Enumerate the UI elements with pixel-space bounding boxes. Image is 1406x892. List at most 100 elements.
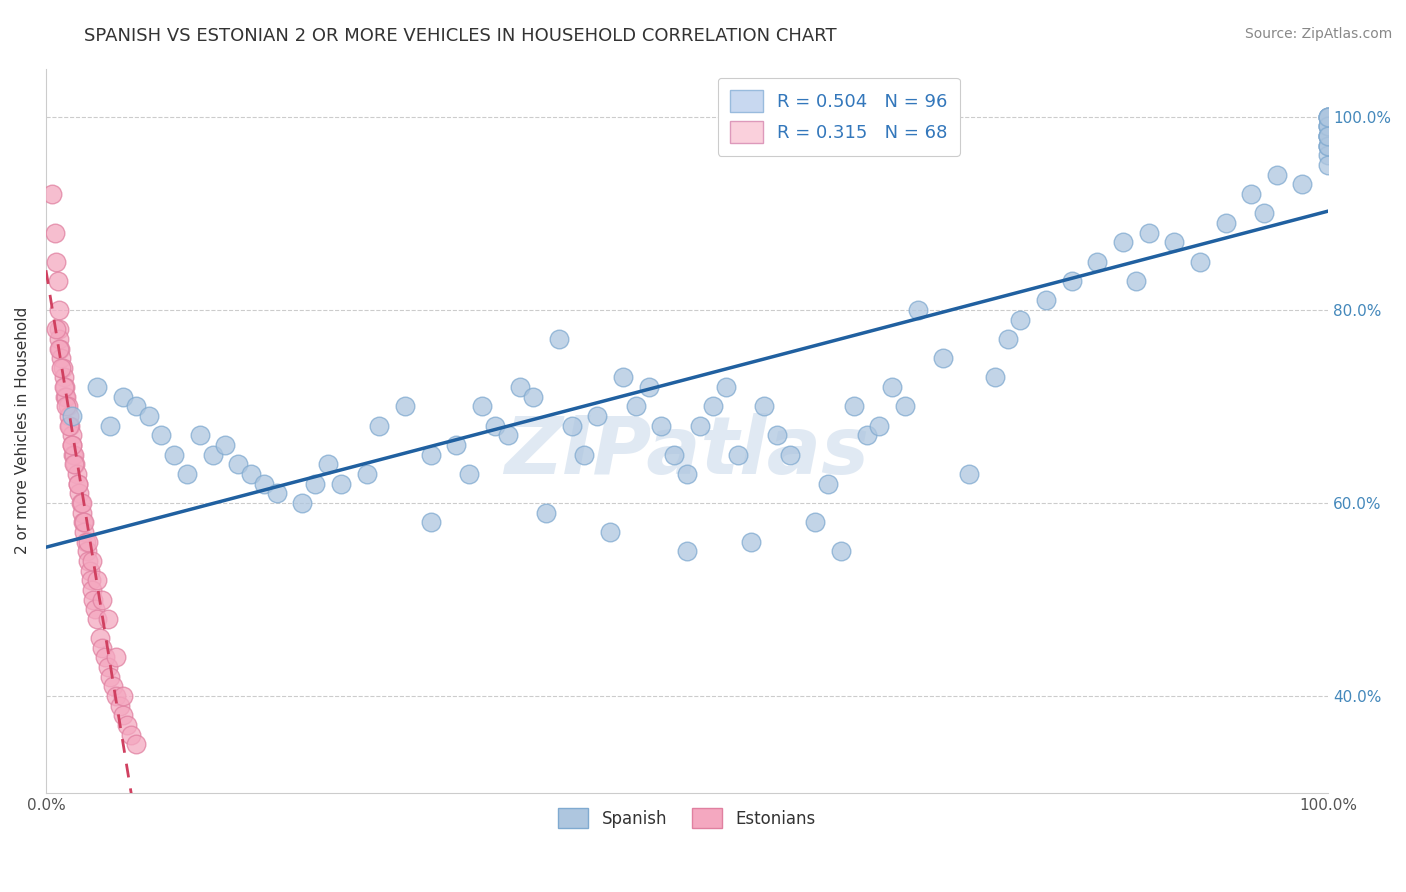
Point (58, 409, 80, 423)
Point (765, 428, 787, 442)
Point (44, 226, 66, 240)
Point (676, 544, 699, 558)
Point (67, 486, 90, 500)
Point (1112, 235, 1135, 250)
Point (855, 428, 877, 442)
Point (1317, 120, 1340, 134)
Point (1215, 216, 1237, 230)
Point (957, 467, 980, 481)
Point (65, 458, 87, 472)
Point (56, 400, 79, 414)
Point (882, 380, 904, 394)
Point (702, 400, 724, 414)
Point (394, 400, 416, 414)
Point (75, 534, 97, 549)
Point (96, 612, 118, 626)
Point (53, 380, 76, 394)
Point (96, 660, 118, 674)
Point (419, 448, 441, 462)
Point (1317, 129, 1340, 144)
Point (329, 476, 352, 491)
Point (984, 370, 1007, 384)
Point (446, 438, 468, 452)
Point (60, 438, 83, 452)
Point (51, 351, 73, 366)
Point (932, 351, 955, 366)
Point (1137, 226, 1160, 240)
Point (1317, 110, 1340, 124)
Point (804, 516, 827, 530)
Point (1125, 274, 1147, 288)
Point (63, 458, 86, 472)
Point (82, 554, 104, 568)
Point (63, 448, 86, 462)
Point (997, 332, 1019, 346)
Point (105, 689, 128, 703)
Point (66, 467, 89, 481)
Point (561, 418, 583, 433)
Point (907, 302, 929, 317)
Point (60, 438, 83, 452)
Point (49, 342, 72, 356)
Point (1317, 158, 1340, 172)
Text: SPANISH VS ESTONIAN 2 OR MORE VEHICLES IN HOUSEHOLD CORRELATION CHART: SPANISH VS ESTONIAN 2 OR MORE VEHICLES I… (84, 27, 837, 45)
Point (52, 370, 75, 384)
Point (547, 332, 569, 346)
Point (101, 680, 124, 694)
Point (1010, 312, 1032, 326)
Point (316, 458, 339, 472)
Point (496, 428, 519, 442)
Point (650, 418, 672, 433)
Point (188, 428, 211, 442)
Point (150, 428, 173, 442)
Point (120, 728, 142, 742)
Point (125, 738, 148, 752)
Point (522, 390, 544, 404)
Point (534, 506, 557, 520)
Point (80, 573, 103, 587)
Point (842, 400, 865, 414)
Point (676, 467, 699, 481)
Point (1240, 187, 1263, 202)
Point (138, 409, 160, 423)
Point (214, 438, 236, 452)
Point (868, 418, 890, 433)
Point (1317, 120, 1340, 134)
Point (1317, 129, 1340, 144)
Point (105, 650, 128, 665)
Point (48, 302, 70, 317)
Point (664, 448, 686, 462)
Point (509, 380, 531, 394)
Point (98, 418, 121, 433)
Point (624, 400, 647, 414)
Point (830, 544, 852, 558)
Point (70, 496, 93, 510)
Point (41, 187, 63, 202)
Point (52, 360, 75, 375)
Point (752, 400, 775, 414)
Point (125, 400, 148, 414)
Point (458, 467, 481, 481)
Point (76, 544, 98, 558)
Point (471, 400, 494, 414)
Point (1317, 138, 1340, 153)
Point (66, 476, 89, 491)
Text: Source: ZipAtlas.com: Source: ZipAtlas.com (1244, 27, 1392, 41)
Point (77, 554, 100, 568)
Point (817, 476, 839, 491)
Point (52, 380, 75, 394)
Y-axis label: 2 or more Vehicles in Household: 2 or more Vehicles in Household (15, 307, 30, 554)
Point (115, 718, 138, 732)
Point (1163, 235, 1185, 250)
Point (94, 650, 117, 665)
Point (1188, 254, 1211, 268)
Point (894, 400, 917, 414)
Point (740, 534, 762, 549)
Point (226, 458, 249, 472)
Point (1317, 138, 1340, 153)
Point (89, 631, 111, 645)
Point (291, 496, 314, 510)
Point (637, 380, 659, 394)
Point (83, 602, 105, 616)
Point (1253, 206, 1275, 220)
